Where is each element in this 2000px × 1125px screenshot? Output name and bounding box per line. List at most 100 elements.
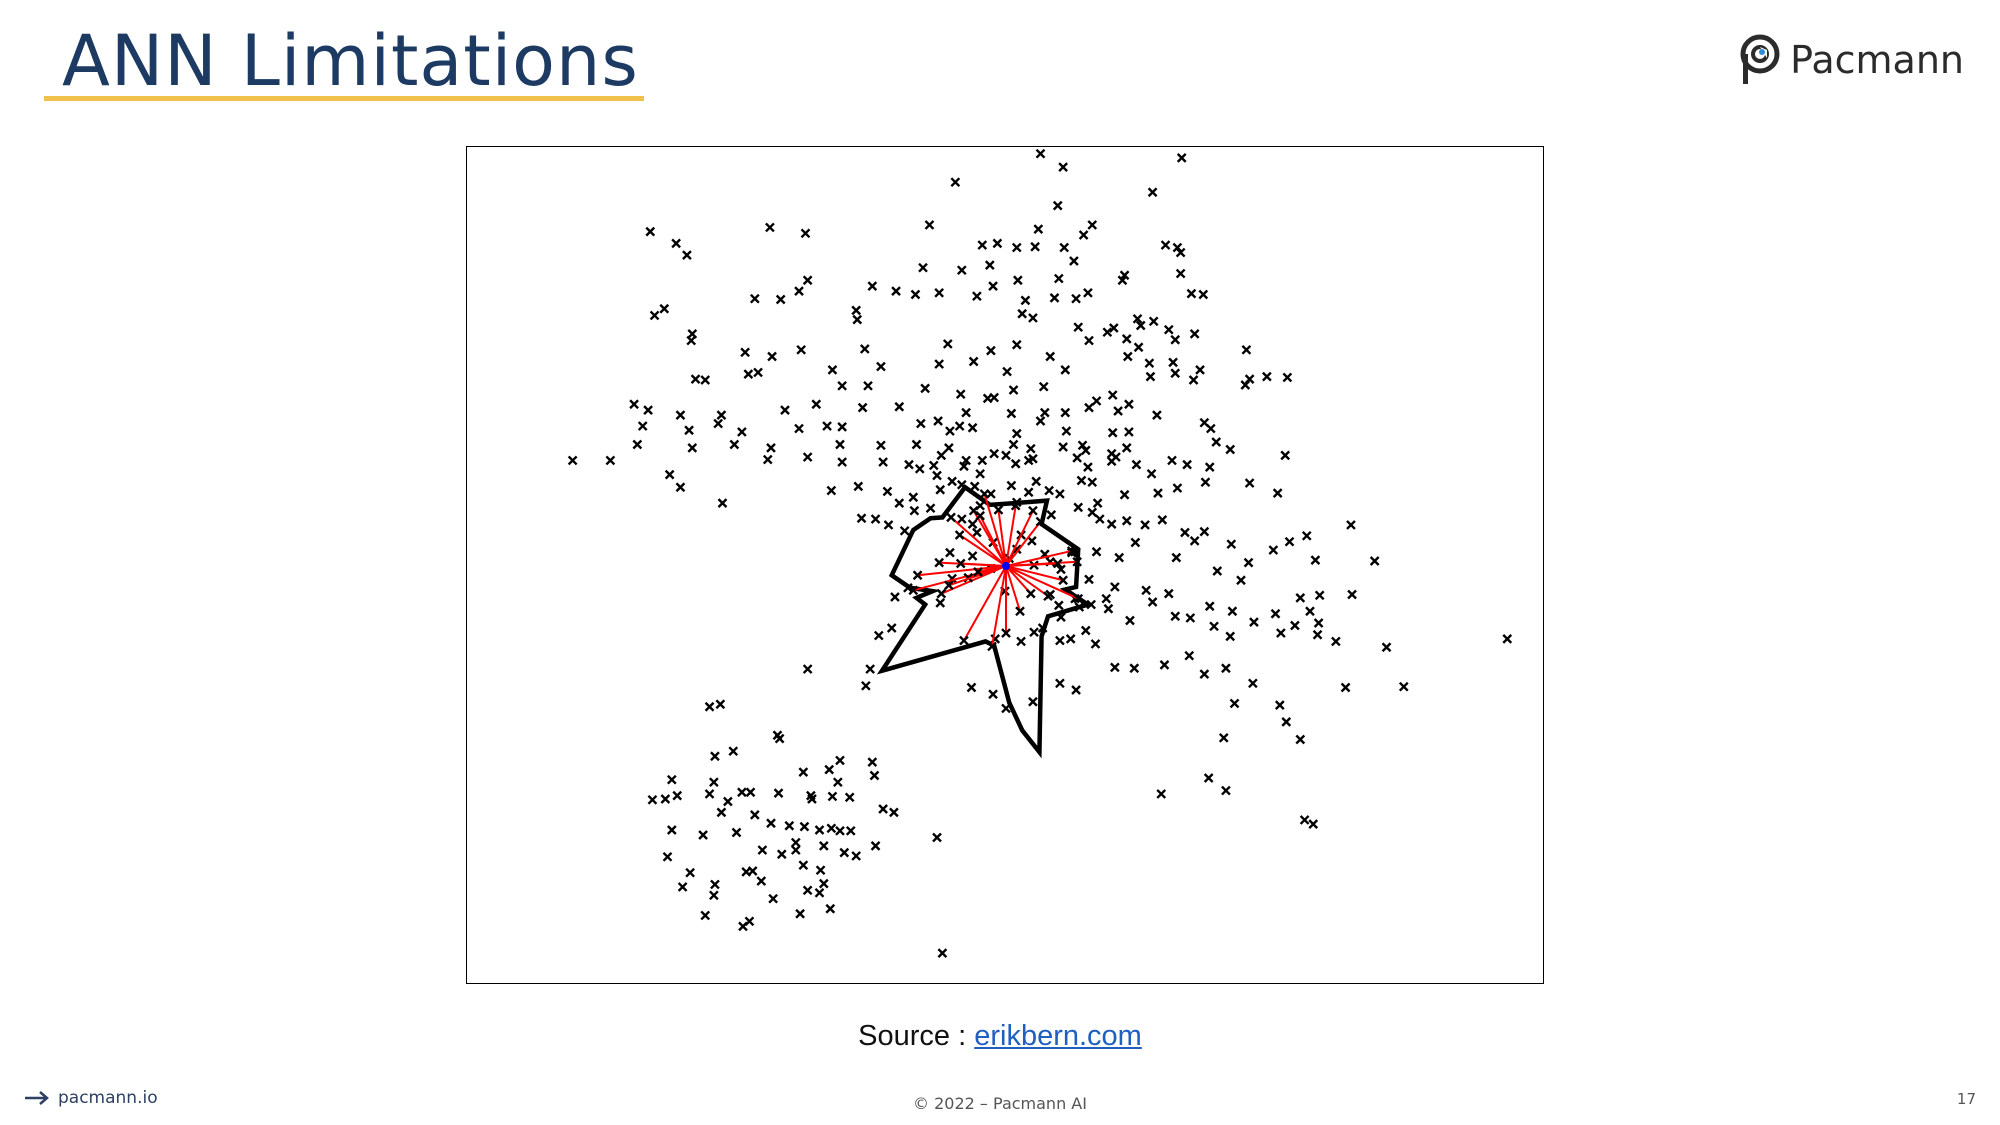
data-point xyxy=(1147,187,1158,198)
data-point xyxy=(1347,589,1357,600)
neighbor-line xyxy=(1005,505,1017,567)
data-point xyxy=(890,592,900,602)
data-point xyxy=(1055,635,1065,646)
data-point xyxy=(775,294,786,305)
neighbor-line xyxy=(963,565,1007,642)
data-point xyxy=(1031,476,1042,487)
data-point xyxy=(794,286,804,296)
data-point xyxy=(944,442,954,453)
data-point xyxy=(1176,153,1187,163)
data-point xyxy=(1060,407,1071,418)
data-point xyxy=(1124,427,1134,437)
neighbor-line xyxy=(950,516,1007,567)
data-point xyxy=(932,470,942,481)
data-point xyxy=(827,791,838,802)
data-point xyxy=(716,807,727,818)
data-point xyxy=(716,410,727,421)
neighbor-point xyxy=(1066,546,1077,556)
data-point xyxy=(1295,734,1306,745)
data-point xyxy=(936,450,947,461)
neighbor-point xyxy=(944,580,954,591)
data-point xyxy=(1108,323,1119,333)
neighbor-point xyxy=(1035,516,1046,527)
data-point xyxy=(876,440,886,451)
source-link[interactable]: erikbern.com xyxy=(974,1020,1142,1052)
data-point xyxy=(932,832,942,843)
data-point xyxy=(961,407,971,418)
neighbor-line xyxy=(983,493,1007,567)
copyright: © 2022 – Pacmann AI xyxy=(913,1094,1087,1113)
data-point xyxy=(1198,289,1209,300)
data-point xyxy=(1188,375,1199,385)
data-point xyxy=(800,228,811,239)
data-point xyxy=(766,818,776,829)
data-point xyxy=(790,837,801,848)
data-point xyxy=(933,416,943,426)
data-point xyxy=(1117,275,1128,286)
data-point xyxy=(1001,450,1011,461)
data-point xyxy=(911,439,922,450)
data-point xyxy=(1029,627,1039,638)
data-point xyxy=(1305,606,1315,617)
data-point xyxy=(1055,678,1065,689)
data-point xyxy=(1084,335,1094,346)
data-point xyxy=(1028,313,1038,323)
slide-title: ANN Limitations xyxy=(62,20,639,102)
data-point xyxy=(675,482,686,493)
data-point xyxy=(1013,275,1023,286)
data-point xyxy=(1312,629,1323,640)
neighbor-point xyxy=(1001,628,1011,638)
data-point xyxy=(815,865,826,876)
data-point xyxy=(1310,555,1321,565)
data-point xyxy=(1281,717,1292,727)
query-point-group xyxy=(1002,562,1010,570)
data-point xyxy=(1008,385,1019,395)
footer-link[interactable]: pacmann.io xyxy=(58,1088,158,1108)
data-point xyxy=(567,455,578,466)
data-point xyxy=(1132,313,1143,324)
data-point xyxy=(1006,408,1017,419)
data-point xyxy=(1163,324,1174,335)
footer-website[interactable]: pacmann.io xyxy=(24,1088,158,1108)
data-point xyxy=(814,825,825,835)
data-point xyxy=(935,598,946,608)
data-point xyxy=(869,770,880,781)
data-point xyxy=(1106,519,1117,529)
data-point xyxy=(1028,696,1038,707)
data-point xyxy=(767,351,777,362)
brand-logo: Pacmann xyxy=(1740,34,1964,86)
data-point xyxy=(1204,601,1215,612)
data-point xyxy=(853,481,864,492)
data-point xyxy=(685,867,695,878)
neighbor-point xyxy=(987,641,997,652)
data-point xyxy=(942,339,953,349)
data-point xyxy=(698,830,708,840)
data-point xyxy=(1114,552,1125,563)
data-point xyxy=(745,787,756,798)
data-point xyxy=(835,825,845,836)
data-point xyxy=(982,393,993,404)
data-point xyxy=(1340,682,1351,693)
data-point xyxy=(886,623,897,633)
data-point xyxy=(1119,270,1130,281)
data-point xyxy=(1170,368,1181,379)
data-point xyxy=(1006,480,1017,491)
data-point xyxy=(950,177,961,188)
data-point xyxy=(835,439,845,450)
data-point xyxy=(992,238,1003,249)
data-point xyxy=(878,804,888,814)
data-point xyxy=(766,442,776,453)
data-point xyxy=(647,794,658,805)
data-point xyxy=(865,664,876,674)
neighbor-point xyxy=(973,567,983,577)
data-point xyxy=(704,789,715,799)
query-point xyxy=(1002,562,1010,570)
data-point xyxy=(1110,662,1120,673)
data-point xyxy=(867,757,878,767)
data-point xyxy=(1268,545,1279,555)
data-point xyxy=(645,226,656,237)
data-point xyxy=(1167,455,1177,466)
data-point xyxy=(684,425,694,436)
data-point xyxy=(1369,556,1380,566)
data-point xyxy=(743,369,754,379)
